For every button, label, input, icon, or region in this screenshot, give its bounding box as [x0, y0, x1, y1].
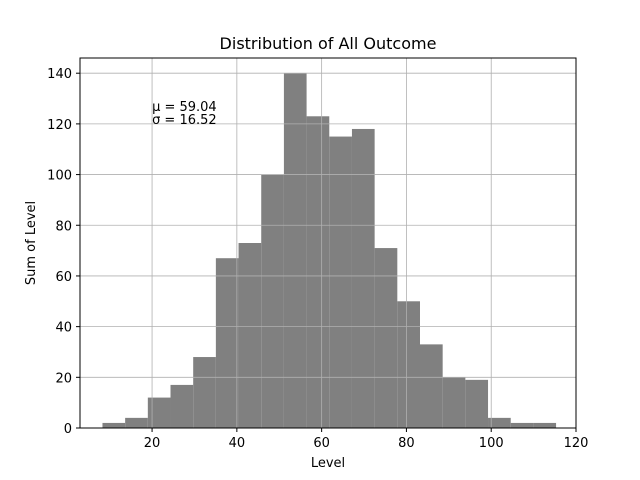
histogram-bar: [170, 384, 194, 428]
y-tick-label: 80: [55, 219, 72, 234]
x-axis-ticks: 20 40 60 80 100 120: [144, 428, 589, 451]
x-axis-label: Level: [311, 456, 345, 471]
histogram-bar: [306, 116, 330, 429]
y-tick-label: 120: [47, 118, 72, 133]
y-tick-label: 140: [47, 67, 72, 82]
stat-annotation: σ = 16.52: [152, 113, 217, 128]
histogram-bar: [147, 397, 171, 428]
x-tick-label: 40: [229, 436, 246, 451]
histogram-bar: [238, 243, 262, 428]
y-tick-label: 0: [64, 422, 72, 437]
y-axis-label: Sum of Level: [24, 201, 39, 285]
histogram-bar: [488, 417, 511, 428]
histogram-bar: [374, 248, 398, 428]
x-tick-label: 20: [144, 436, 161, 451]
x-tick-label: 60: [313, 436, 330, 451]
histogram-bar: [261, 174, 284, 428]
histogram-bar: [283, 73, 307, 429]
y-tick-label: 40: [55, 321, 72, 336]
stats-annotations: μ = 59.04σ = 16.52: [152, 100, 217, 128]
histogram-bar: [329, 136, 352, 428]
histogram-bar: [102, 422, 126, 428]
y-tick-label: 60: [55, 270, 72, 285]
histogram-bar: [193, 357, 216, 428]
histogram-bar: [125, 417, 148, 428]
y-axis-ticks: 0 20 40 60 80 100 120 140: [47, 67, 80, 437]
x-tick-label: 120: [564, 436, 589, 451]
histogram-bar: [351, 128, 375, 428]
histogram-bar: [465, 379, 489, 428]
histogram-bar: [215, 258, 239, 428]
x-tick-label: 100: [479, 436, 504, 451]
histogram-bar: [533, 422, 557, 428]
plot-frame: [79, 57, 577, 429]
x-tick-label: 80: [398, 436, 415, 451]
y-tick-label: 100: [47, 169, 72, 184]
histogram-bar: [442, 377, 466, 428]
chart-title: Distribution of All Outcome: [220, 34, 437, 53]
y-tick-label: 20: [55, 371, 72, 386]
histogram-bars: [102, 73, 557, 429]
stat-annotation: μ = 59.04: [152, 100, 217, 115]
histogram-bar: [510, 422, 534, 428]
histogram-bar: [419, 344, 443, 428]
histogram-bar: [397, 301, 420, 428]
